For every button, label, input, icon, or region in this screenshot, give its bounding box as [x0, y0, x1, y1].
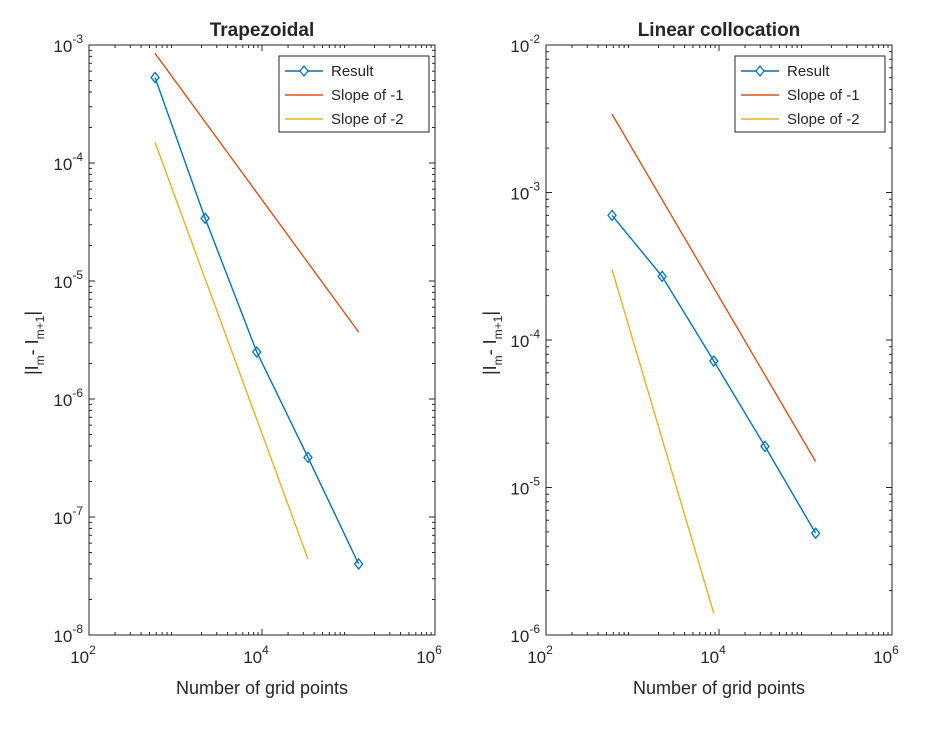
y-tick-label: 10-3	[510, 180, 540, 204]
y-tick-label: 10-6	[53, 386, 83, 410]
data-point-marker	[353, 557, 364, 570]
series-line-result	[611, 214, 817, 534]
data-point-marker	[810, 527, 821, 540]
x-tick-label: 104	[243, 643, 269, 667]
y-axis-label: |Im- Im+1|	[22, 311, 47, 375]
data-point-marker	[760, 440, 770, 453]
y-tick-label: 10-2	[510, 32, 540, 56]
series-slope-of-1	[611, 113, 817, 462]
series-result	[150, 71, 364, 570]
data-point-marker	[150, 71, 160, 84]
data-point-marker	[607, 209, 617, 222]
y-axis-label: |Im- Im+1|	[480, 311, 505, 375]
y-tick-label: 10-4	[510, 327, 540, 351]
legend-item-slope-of-2: Slope of -2	[741, 111, 860, 128]
data-point-marker	[708, 355, 719, 368]
chart-panel-trapezoidal: Trapezoidal Number of grid points |Im- I…	[22, 20, 442, 698]
series-line-slope-of-2	[154, 141, 309, 560]
svg-text:|Im- Im+1|: |Im- Im+1|	[480, 311, 505, 375]
series-slope-of-2	[154, 141, 309, 560]
data-point-marker	[200, 212, 210, 225]
legend-label: Slope of -1	[787, 87, 860, 104]
legend-item-result: Result	[285, 63, 374, 80]
series-line-slope-of-1	[154, 52, 360, 333]
y-tick-label: 10-8	[53, 622, 83, 646]
x-tick-label: 104	[700, 643, 726, 667]
series-result	[607, 209, 821, 540]
data-point-marker	[251, 346, 262, 359]
legend-label: Result	[331, 63, 374, 80]
chart-title: Linear collocation	[638, 20, 801, 41]
x-tick-label: 102	[70, 643, 96, 667]
series-slope-of-1	[154, 52, 360, 333]
data-point-marker	[657, 270, 667, 283]
y-tick-label: 10-6	[510, 622, 540, 646]
legend-label: Slope of -1	[331, 87, 404, 104]
series-line-result	[154, 77, 360, 565]
y-tick-label: 10-4	[53, 150, 83, 174]
y-tick-label: 10-7	[53, 504, 83, 528]
x-tick-label: 106	[873, 643, 899, 667]
svg-text:|Im- Im+1|: |Im- Im+1|	[22, 311, 47, 375]
legend-item-slope-of-1: Slope of -1	[285, 87, 404, 104]
series-slope-of-2	[611, 269, 715, 614]
series-line-slope-of-1	[611, 113, 817, 462]
plot-area	[88, 44, 436, 636]
chart-panel-linear-collocation: Linear collocation Number of grid points…	[480, 20, 899, 698]
legend-item-result: Result	[741, 63, 830, 80]
y-tick-label: 10-3	[53, 32, 83, 56]
x-axis-label: Number of grid points	[633, 678, 805, 698]
x-axis-label: Number of grid points	[176, 678, 348, 698]
legend-item-slope-of-1: Slope of -1	[741, 87, 860, 104]
legend-item-slope-of-2: Slope of -2	[285, 111, 404, 128]
data-point-marker	[303, 451, 313, 464]
legend-marker	[299, 64, 309, 78]
chart-title: Trapezoidal	[210, 20, 315, 41]
legend-label: Slope of -2	[787, 111, 860, 128]
legend-label: Result	[787, 63, 830, 80]
legend-label: Slope of -2	[331, 111, 404, 128]
plot-area	[545, 44, 893, 636]
y-tick-label: 10-5	[510, 475, 540, 499]
legend-marker	[755, 64, 765, 78]
x-tick-label: 106	[416, 643, 442, 667]
y-tick-label: 10-5	[53, 268, 83, 292]
x-tick-label: 102	[527, 643, 553, 667]
series-line-slope-of-2	[611, 269, 715, 614]
